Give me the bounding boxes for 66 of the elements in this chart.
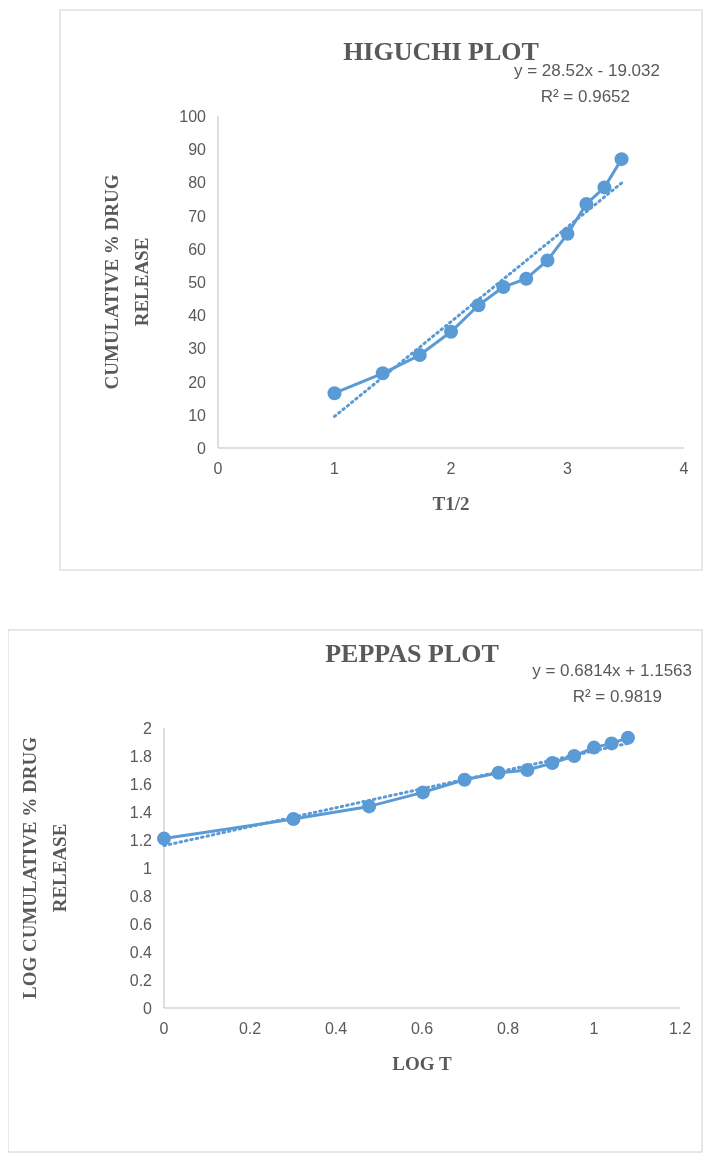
- point: [457, 772, 472, 787]
- point: [157, 831, 171, 846]
- y-tick-label: 20: [188, 373, 207, 391]
- y-tick-label: 0: [197, 440, 207, 457]
- y-axis-title: LOG CUMULATIVE % DRUG RELEASE: [19, 736, 70, 999]
- point: [375, 366, 390, 381]
- text: R² = 0.9652: [540, 87, 630, 106]
- y-tick-label: 1.6: [129, 776, 153, 793]
- x-tick-label: 0: [159, 1020, 169, 1037]
- point: [412, 348, 427, 363]
- point: [415, 785, 430, 800]
- y-tick-label: 1.4: [129, 804, 153, 821]
- point: [560, 226, 575, 241]
- x-tick-label: 4: [679, 460, 689, 477]
- point: [567, 749, 582, 763]
- point: [604, 736, 619, 751]
- y-tick-label: 70: [188, 207, 207, 225]
- text: y = 0.6814x + 1.1563: [532, 661, 692, 680]
- chart-title: PEPPAS PLOT: [325, 639, 499, 668]
- y-tick-label: 1.2: [129, 832, 153, 849]
- y-tick-label: 1: [143, 860, 153, 877]
- y-tick-label: 30: [188, 340, 207, 358]
- y-tick-label: 50: [188, 274, 207, 291]
- y-tick-label: 1.8: [129, 748, 153, 765]
- x-tick-label: 1: [330, 460, 340, 477]
- y-tick-label: 40: [188, 307, 207, 325]
- y-tick-label: 0.2: [129, 972, 153, 989]
- point: [362, 799, 377, 814]
- x-tick-label: 0.4: [324, 1020, 348, 1037]
- y-tick-label: 10: [188, 406, 207, 424]
- point: [545, 756, 560, 770]
- point: [540, 253, 555, 268]
- x-tick-label: 3: [563, 460, 573, 477]
- y-tick-label: 100: [179, 108, 207, 125]
- y-tick-label: 0.8: [129, 888, 153, 905]
- y-tick-label: 0.6: [129, 916, 153, 933]
- y-tick-label: 80: [188, 174, 207, 192]
- point: [327, 386, 342, 401]
- y-tick-label: 0: [143, 1000, 153, 1017]
- x-tick-label: 1: [589, 1020, 599, 1037]
- x-axis-title: LOG T: [392, 1053, 452, 1074]
- y-tick-label: 60: [188, 240, 207, 258]
- x-tick-label: 2: [446, 460, 456, 477]
- point: [471, 298, 486, 313]
- x-tick-label: 0: [213, 460, 223, 477]
- text: R² = 0.9819: [572, 687, 662, 706]
- y-tick-label: 2: [143, 720, 153, 737]
- point: [614, 152, 629, 167]
- y-tick-label: 90: [188, 141, 207, 159]
- point: [519, 271, 534, 286]
- point: [620, 730, 635, 745]
- point: [444, 324, 458, 339]
- x-tick-label: 0.8: [496, 1020, 520, 1037]
- point: [520, 763, 535, 777]
- point: [579, 196, 594, 211]
- x-tick-label: 1.2: [668, 1020, 692, 1037]
- point: [597, 180, 612, 195]
- x-tick-label: 0.2: [238, 1020, 262, 1037]
- point: [496, 279, 511, 294]
- point: [587, 740, 601, 755]
- point: [286, 812, 301, 826]
- y-tick-label: 0.4: [129, 944, 153, 961]
- x-tick-label: 0.6: [410, 1020, 434, 1037]
- point: [491, 765, 506, 780]
- x-axis-title: T1/2: [432, 493, 470, 514]
- y-axis-title: CUMULATIVE % DRUG RELEASE: [101, 174, 152, 390]
